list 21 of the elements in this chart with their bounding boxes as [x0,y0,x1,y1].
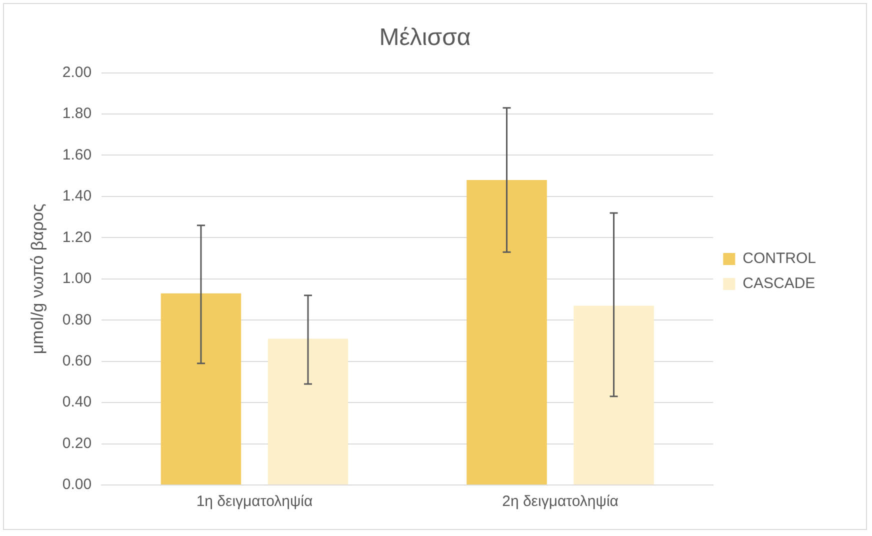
y-tick-label: 1.60 [62,146,92,164]
y-tick-label: 0.40 [62,394,92,411]
bar [268,338,348,484]
y-tick-label: 0.20 [62,434,92,452]
bar [160,293,242,484]
legend-label: CONTROL [742,250,816,268]
legend-label: CASCADE [742,275,816,292]
bar [574,306,654,484]
x-tick-label: 1η δειγματοληψία [196,493,313,510]
y-tick-label: 1.80 [62,105,92,122]
y-tick-label: 0.60 [62,352,92,370]
y-tick-label: 2.00 [62,64,92,81]
y-tick-label: 1.00 [62,270,92,288]
y-axis-title: μmol/g νωπό βαρος [28,204,47,354]
y-tick-label: 0.80 [62,311,92,328]
y-tick-label: 1.40 [62,188,92,205]
bar [466,180,547,484]
y-tick-label: 0.00 [62,476,92,494]
chart-title: Μέλισσα [379,24,471,52]
y-tick-label: 1.20 [62,228,92,246]
x-tick-label: 2η δειγματοληψία [502,493,619,510]
